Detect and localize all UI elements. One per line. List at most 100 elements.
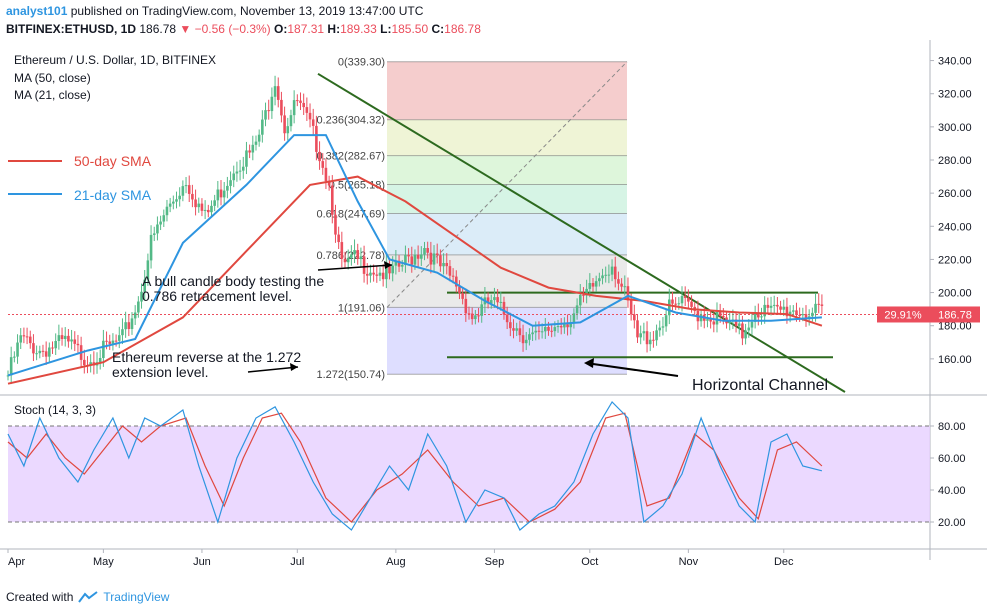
fib-zone xyxy=(387,119,627,156)
candle-body xyxy=(594,281,598,287)
candle-body xyxy=(556,326,560,328)
candle-body xyxy=(324,167,328,182)
candle-body xyxy=(340,242,344,259)
x-tick-label: Jun xyxy=(193,556,211,568)
candle-body xyxy=(133,312,137,319)
ohlc-header: BITFINEX:ETHUSD, 1D 186.78 ▼ −0.56 (−0.3… xyxy=(6,22,481,36)
candle-body xyxy=(544,326,547,332)
candle-body xyxy=(67,335,70,342)
candle-body xyxy=(308,112,312,120)
candle-body xyxy=(194,199,197,208)
candle-body xyxy=(302,102,305,108)
candle-body xyxy=(769,305,773,308)
candle-body xyxy=(321,161,325,168)
tradingview-logo-icon xyxy=(78,591,98,603)
candle-body xyxy=(575,305,579,314)
candle-body xyxy=(25,336,29,338)
candle-body xyxy=(365,273,369,276)
candle-body xyxy=(772,304,776,306)
channel-arrow-head xyxy=(584,358,594,368)
candle-body xyxy=(814,303,817,313)
candle-body xyxy=(674,303,677,305)
candle-body xyxy=(626,286,630,301)
candle-body xyxy=(766,304,770,308)
candle-body xyxy=(416,254,420,259)
candle-body xyxy=(156,224,159,234)
candle-body xyxy=(206,209,210,213)
bull-arrow-head xyxy=(384,261,392,269)
candle-body xyxy=(534,330,538,333)
candle-body xyxy=(254,141,258,145)
candle-body xyxy=(28,336,32,344)
candle-body xyxy=(677,303,681,305)
candle-body xyxy=(448,266,452,276)
candle-body xyxy=(44,351,48,357)
candle-body xyxy=(750,321,754,328)
candle-body xyxy=(216,189,220,201)
candle-body xyxy=(187,185,191,194)
candle-body xyxy=(356,250,360,260)
low-value: 185.50 xyxy=(391,22,429,36)
stoch-tick-label: 40.00 xyxy=(938,485,966,497)
candle-body xyxy=(512,328,515,331)
candle-body xyxy=(362,256,366,274)
candle-body xyxy=(378,272,382,276)
candle-body xyxy=(480,304,484,316)
candle-body xyxy=(143,279,147,292)
candle-body xyxy=(235,171,239,174)
candle-body xyxy=(200,203,204,211)
y-tick-label: 160.00 xyxy=(938,354,972,366)
legend-ma50: MA (50, close) xyxy=(14,71,91,85)
candle-body xyxy=(296,100,299,102)
candle-body xyxy=(566,324,569,328)
candle-body xyxy=(601,275,604,279)
candle-body xyxy=(722,315,725,318)
close-value: 186.78 xyxy=(444,22,481,36)
y-tick-label: 260.00 xyxy=(938,188,972,200)
fib-zone xyxy=(387,213,627,255)
candle-body xyxy=(451,275,455,277)
candle-body xyxy=(617,279,620,284)
candle-body xyxy=(289,115,293,127)
candle-body xyxy=(680,296,684,304)
candle-body xyxy=(776,304,779,307)
open-value: 187.31 xyxy=(287,22,325,36)
candle-body xyxy=(251,144,255,153)
candle-body xyxy=(569,323,573,328)
candle-body xyxy=(489,300,493,304)
candle-body xyxy=(60,335,64,340)
x-tick-label: Sep xyxy=(485,556,505,568)
candle-body xyxy=(264,110,267,120)
candle-body xyxy=(83,359,86,366)
candle-body xyxy=(547,326,550,331)
candle-body xyxy=(648,339,652,345)
candle-body xyxy=(9,357,13,376)
candle-body xyxy=(22,335,26,337)
tradingview-brand[interactable]: TradingView xyxy=(103,590,170,604)
fib-trend-diagonal xyxy=(386,61,628,308)
candle-body xyxy=(353,250,356,255)
candle-body xyxy=(38,350,42,354)
candle-body xyxy=(712,321,716,325)
created-with-label: Created with xyxy=(6,590,74,604)
candle-body xyxy=(130,318,134,329)
reverse-arrow-line xyxy=(247,366,299,373)
candle-body xyxy=(785,306,789,317)
stoch-label: Stoch (14, 3, 3) xyxy=(14,403,96,417)
candle-body xyxy=(540,331,544,333)
candle-body xyxy=(464,298,468,314)
fib-level-label: 0.382(282.67) xyxy=(317,151,386,163)
symbol-label: BITFINEX:ETHUSD, 1D xyxy=(6,22,137,36)
candle-body xyxy=(276,86,280,100)
publisher-name[interactable]: analyst101 xyxy=(6,4,68,18)
x-tick-label: Oct xyxy=(581,556,598,568)
candle-body xyxy=(642,331,646,334)
candle-body xyxy=(760,316,763,318)
ma50-line xyxy=(7,175,823,385)
candle-body xyxy=(299,100,302,103)
candle-body xyxy=(604,274,608,276)
candle-body xyxy=(531,332,534,335)
annotation-reverse-2: extension level. xyxy=(112,364,209,380)
candle-body xyxy=(706,319,709,321)
candle-body xyxy=(404,254,407,265)
